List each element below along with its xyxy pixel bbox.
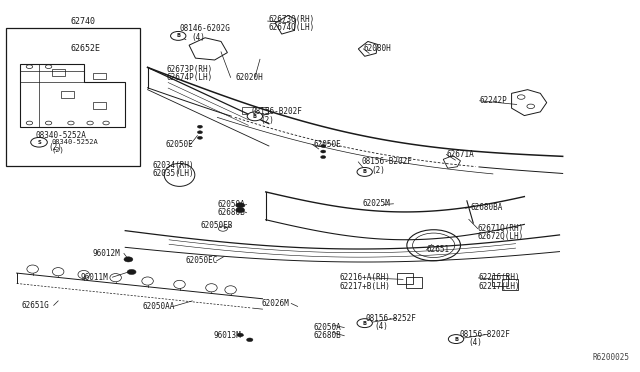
Text: 62651G: 62651G: [22, 301, 49, 310]
Circle shape: [357, 167, 372, 176]
Text: 62026M: 62026M: [261, 299, 289, 308]
Circle shape: [449, 335, 464, 343]
Text: 62050E: 62050E: [314, 140, 341, 149]
Text: 62217(LH): 62217(LH): [478, 282, 520, 291]
Text: 62020H: 62020H: [236, 73, 264, 82]
Text: 96013M: 96013M: [213, 331, 241, 340]
Text: 62740: 62740: [71, 17, 96, 26]
Text: 62050AA: 62050AA: [143, 302, 175, 311]
Text: 62673P(RH): 62673P(RH): [167, 65, 213, 74]
Circle shape: [197, 137, 202, 139]
Text: 96011M: 96011M: [81, 273, 108, 282]
Text: 62672Q(LH): 62672Q(LH): [477, 232, 524, 241]
Circle shape: [246, 338, 253, 341]
Text: 08156-B202F: 08156-B202F: [362, 157, 412, 166]
Text: 62673Q(RH): 62673Q(RH): [269, 15, 315, 24]
Text: 08340-5252A: 08340-5252A: [36, 131, 86, 141]
Text: (4): (4): [374, 322, 388, 331]
Text: 62674P(LH): 62674P(LH): [167, 73, 213, 82]
Text: 62671Q(RH): 62671Q(RH): [477, 224, 524, 233]
Text: 62242P: 62242P: [479, 96, 508, 105]
Circle shape: [197, 131, 202, 134]
Text: 62050A: 62050A: [314, 323, 341, 332]
Text: 08156-B202F: 08156-B202F: [252, 108, 303, 116]
Text: 62050A: 62050A: [218, 200, 246, 209]
Text: 62216(RH): 62216(RH): [478, 273, 520, 282]
Circle shape: [247, 112, 262, 121]
Circle shape: [124, 257, 133, 262]
FancyBboxPatch shape: [6, 29, 140, 166]
Text: B: B: [176, 33, 180, 38]
Text: 62651: 62651: [427, 245, 450, 254]
Text: 62217+B(LH): 62217+B(LH): [339, 282, 390, 291]
Circle shape: [321, 144, 326, 147]
Circle shape: [171, 32, 186, 40]
Text: 62680BA: 62680BA: [470, 203, 503, 212]
Text: 62050EB: 62050EB: [200, 221, 233, 230]
Circle shape: [321, 155, 326, 158]
Text: (2): (2): [52, 147, 65, 153]
Text: B: B: [253, 114, 257, 119]
Text: 08156-8252F: 08156-8252F: [366, 314, 417, 323]
Text: 62652E: 62652E: [71, 44, 101, 53]
Circle shape: [321, 150, 326, 153]
Text: 96012M: 96012M: [92, 249, 120, 258]
Circle shape: [31, 137, 47, 147]
Text: 62080H: 62080H: [364, 44, 391, 53]
Text: 62050EC: 62050EC: [186, 256, 218, 265]
Text: B: B: [363, 321, 367, 326]
Circle shape: [236, 203, 244, 208]
Text: (4): (4): [468, 338, 482, 347]
Text: 62035(LH): 62035(LH): [153, 169, 195, 178]
Text: S: S: [37, 140, 41, 145]
Circle shape: [357, 319, 372, 328]
Text: R6200025: R6200025: [593, 353, 630, 362]
Text: 62680B: 62680B: [218, 208, 246, 217]
Text: 62025M: 62025M: [363, 199, 390, 208]
Text: 08340-5252A: 08340-5252A: [52, 139, 99, 145]
Text: 62674Q(LH): 62674Q(LH): [269, 23, 315, 32]
Text: 62034(RH): 62034(RH): [153, 161, 195, 170]
Circle shape: [236, 208, 244, 213]
Text: (2): (2): [260, 116, 274, 125]
Text: 62671A: 62671A: [447, 150, 474, 159]
Circle shape: [197, 125, 202, 128]
Text: 62216+A(RH): 62216+A(RH): [339, 273, 390, 282]
Text: B: B: [363, 169, 367, 174]
Circle shape: [237, 333, 243, 337]
Text: (2): (2): [371, 166, 385, 174]
Text: 08156-8202F: 08156-8202F: [460, 330, 510, 339]
Text: (2): (2): [49, 142, 63, 151]
Text: 08146-6202G: 08146-6202G: [179, 24, 230, 33]
Circle shape: [127, 269, 136, 275]
Text: 62680B: 62680B: [314, 331, 341, 340]
Text: 62050E: 62050E: [166, 140, 193, 149]
Text: (4): (4): [191, 33, 205, 42]
Text: B: B: [454, 337, 458, 341]
